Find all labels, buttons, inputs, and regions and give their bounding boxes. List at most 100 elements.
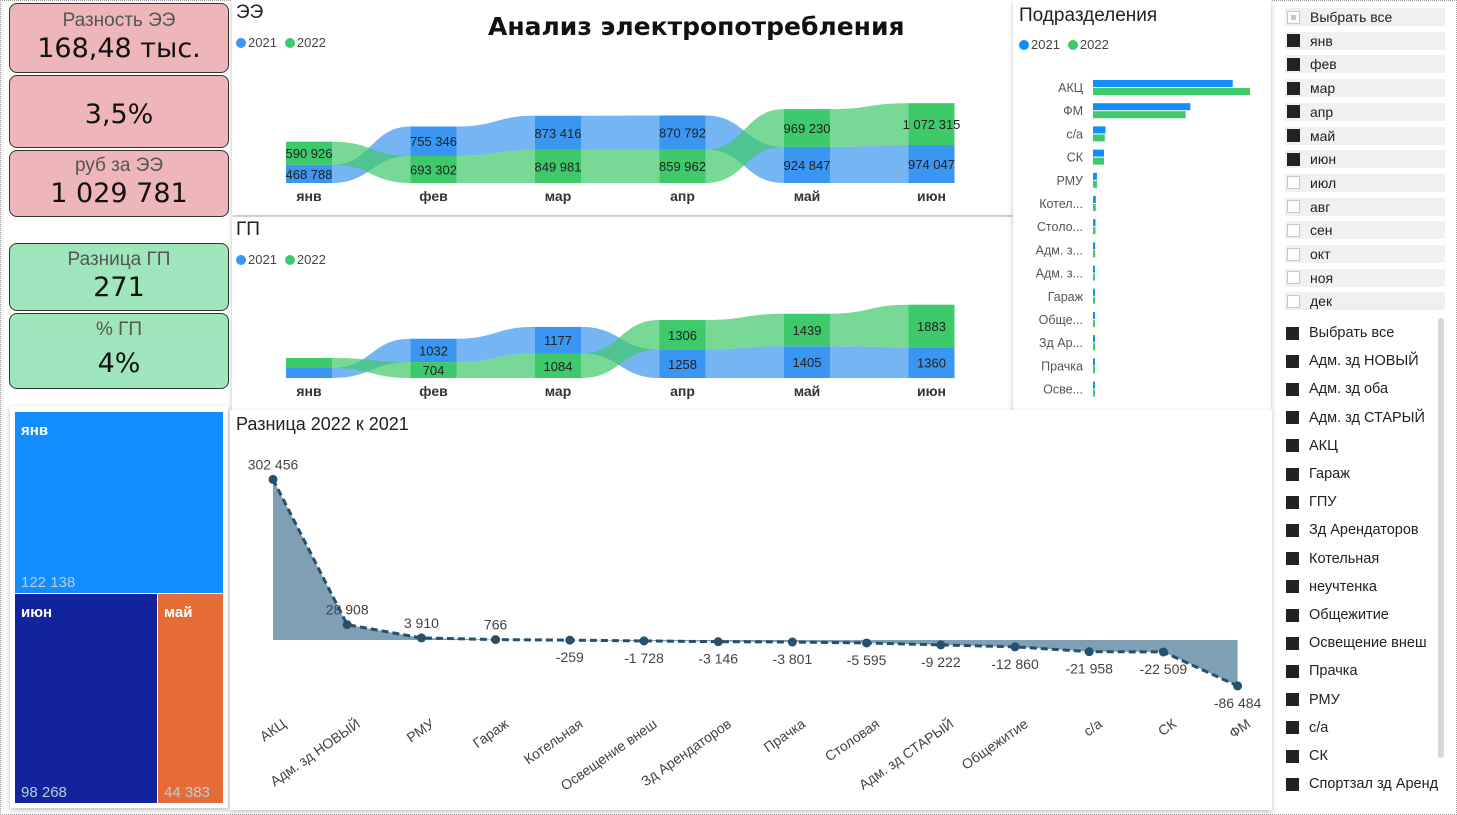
diff-x-tick-label: Общежитие (958, 715, 1031, 772)
data-label: 1 072 315 (903, 117, 961, 132)
checkbox-icon[interactable] (1287, 105, 1300, 119)
department-option[interactable]: ГПУ (1284, 493, 1434, 512)
checkbox-icon[interactable] (1286, 382, 1299, 396)
department-option[interactable]: Котельная (1284, 549, 1434, 568)
department-option[interactable]: с/а (1284, 718, 1434, 737)
department-option[interactable]: Спортзал зд Аренд (1284, 775, 1438, 794)
checkbox-icon[interactable] (1287, 81, 1300, 95)
dept-slicer-scrollbar[interactable] (1438, 318, 1444, 758)
checkbox-icon[interactable] (1287, 129, 1300, 142)
month-option[interactable]: июл (1285, 173, 1445, 192)
column-segment-июн-2021 (908, 347, 955, 378)
ee-diff-label: Разность ЭЭ (62, 10, 176, 31)
checkbox-icon[interactable] (1286, 354, 1299, 368)
checkbox-icon[interactable] (1286, 664, 1299, 678)
bar-2022 (1093, 343, 1095, 351)
data-label: 1032 (419, 343, 448, 358)
month-option-label: июн (1310, 151, 1337, 168)
checkbox-icon[interactable] (1286, 777, 1299, 791)
department-option[interactable]: Освещение внеш (1284, 634, 1434, 653)
department-option[interactable]: Адм. зд НОВЫЙ (1284, 352, 1434, 371)
diff-x-tick-label: ФМ (1226, 715, 1253, 741)
treemap-tile-may[interactable]: май 44 383 (158, 594, 223, 803)
department-option[interactable]: СК (1284, 747, 1434, 765)
checkbox-icon[interactable] (1286, 495, 1299, 509)
diff-x-tick-label: Гараж (470, 715, 512, 751)
checkbox-icon[interactable] (1286, 608, 1299, 622)
dept-category-label: Котел... (1039, 197, 1083, 211)
checkbox-icon[interactable] (1286, 721, 1299, 735)
diff-data-label: -259 (556, 649, 584, 665)
diff-point (416, 633, 426, 643)
month-option[interactable]: Выбрать все (1285, 8, 1445, 26)
department-option[interactable]: АКЦ (1284, 436, 1434, 455)
ribbon-2021-1 (456, 115, 535, 156)
diff-chart-panel: Разница 2022 к 2021 302 456 АКЦ 28 908 Адм.… (230, 410, 1272, 810)
bar-2022 (1093, 88, 1250, 95)
checkbox-icon[interactable] (1287, 10, 1300, 24)
ee-legend: 2021 2022 (236, 35, 326, 50)
department-option[interactable]: неучтенка (1284, 577, 1434, 596)
diff-data-label: -3 801 (773, 651, 813, 667)
checkbox-icon[interactable] (1286, 326, 1299, 340)
month-option[interactable]: мар (1285, 79, 1445, 98)
department-option[interactable]: Зд Арендаторов (1284, 521, 1434, 540)
column-segment-мар-2021 (535, 115, 581, 150)
department-option[interactable]: Выбрать все (1284, 324, 1434, 342)
checkbox-icon[interactable] (1286, 693, 1299, 707)
department-option[interactable]: Прачка (1284, 662, 1434, 681)
ee-chart-title: ЭЭ (236, 2, 264, 23)
ee-diff-value: 168,48 тыс. (37, 33, 201, 64)
checkbox-icon[interactable] (1286, 467, 1299, 481)
checkbox-icon[interactable] (1287, 152, 1300, 166)
checkbox-icon[interactable] (1286, 439, 1299, 453)
month-option[interactable]: окт (1285, 245, 1445, 263)
diff-data-label: 766 (484, 617, 508, 633)
department-option[interactable]: РМУ (1284, 690, 1434, 709)
treemap-label-jun: июн (21, 604, 53, 621)
department-option-label: Адм. зд СТАРЫЙ (1309, 409, 1425, 426)
checkbox-icon[interactable] (1287, 57, 1300, 71)
department-option[interactable]: Общежитие (1284, 606, 1434, 624)
month-option[interactable]: фев (1285, 55, 1445, 74)
checkbox-icon[interactable] (1287, 34, 1300, 48)
department-option[interactable]: Гараж (1284, 465, 1434, 483)
dept-category-label: РМУ (1056, 174, 1083, 188)
gp-chart-panel: ГП 2021 2022 янв 704 1032 фев 1084 1177 мар 125… (232, 217, 1014, 412)
treemap-tile-jun[interactable]: июн 98 268 (15, 594, 157, 803)
month-option[interactable]: сен (1285, 221, 1445, 240)
month-option[interactable]: май (1285, 126, 1445, 145)
treemap-value-jan: 122 138 (21, 574, 76, 591)
department-option-label: СК (1309, 748, 1328, 764)
checkbox-icon[interactable] (1287, 200, 1300, 214)
gp-diff-label: Разница ГП (67, 249, 171, 270)
month-option[interactable]: дек (1285, 292, 1445, 311)
column-segment-май-2022 (784, 313, 830, 347)
checkbox-icon[interactable] (1286, 580, 1299, 594)
checkbox-icon[interactable] (1287, 247, 1300, 261)
checkbox-icon[interactable] (1286, 523, 1299, 537)
treemap-tile-jan[interactable]: янв 122 138 (15, 412, 223, 593)
legend-2021: 2021 (1019, 37, 1060, 52)
checkbox-icon[interactable] (1286, 552, 1299, 566)
checkbox-icon[interactable] (1286, 749, 1299, 763)
checkbox-icon[interactable] (1287, 294, 1300, 308)
checkbox-icon[interactable] (1287, 271, 1300, 285)
dept-category-label: Зд Ар... (1039, 336, 1083, 350)
ribbon-2022-4 (830, 304, 909, 348)
department-option[interactable]: Адм. зд оба (1284, 380, 1434, 399)
month-option[interactable]: авг (1285, 197, 1445, 216)
bar-2021 (1093, 80, 1233, 87)
x-tick-label: фев (419, 188, 448, 204)
column-segment-янв-2021 (286, 164, 332, 183)
month-option[interactable]: янв (1285, 31, 1445, 50)
month-option[interactable]: июн (1285, 150, 1445, 169)
month-option[interactable]: ноя (1285, 268, 1445, 287)
gp-diff-card: Разница ГП 271 (9, 243, 229, 311)
checkbox-icon[interactable] (1287, 223, 1300, 237)
checkbox-icon[interactable] (1286, 636, 1299, 650)
month-option[interactable]: апр (1285, 102, 1445, 121)
department-option[interactable]: Адм. зд СТАРЫЙ (1284, 408, 1434, 427)
checkbox-icon[interactable] (1286, 411, 1299, 425)
checkbox-icon[interactable] (1287, 176, 1300, 190)
